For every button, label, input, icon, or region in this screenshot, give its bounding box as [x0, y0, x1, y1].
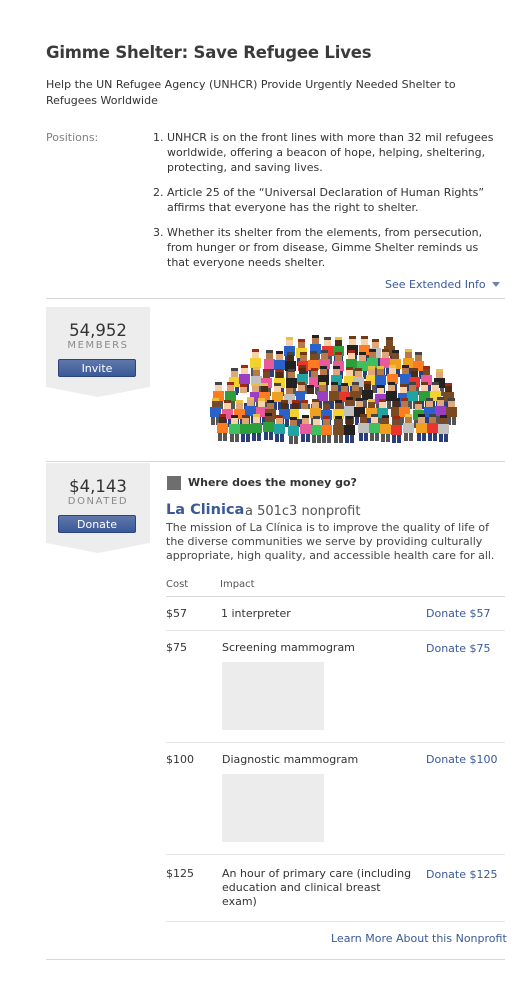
divider — [46, 461, 505, 462]
row-cost: $75 — [166, 641, 187, 654]
see-extended-info-link[interactable]: See Extended Info — [385, 278, 500, 291]
donated-label: DONATED — [67, 496, 129, 507]
page-subtitle: Help the UN Refugee Agency (UNHCR) Provi… — [46, 78, 456, 107]
row-divider — [166, 854, 505, 855]
nonprofit-type: a 501c3 nonprofit — [245, 504, 361, 519]
donate-125-link[interactable]: Donate $125 — [426, 868, 498, 881]
page-title: Gimme Shelter: Save Refugee Lives — [46, 43, 372, 62]
money-icon — [167, 476, 181, 490]
members-label: MEMBERS — [67, 340, 129, 351]
position-item: 2. Article 25 of the “Universal Declarat… — [150, 185, 500, 215]
impact-column-header: Impact — [220, 579, 255, 590]
see-extended-info-label: See Extended Info — [385, 278, 486, 291]
table-header-divider — [166, 596, 505, 597]
impact-image-placeholder — [222, 774, 324, 842]
row-impact: An hour of primary care (including educa… — [222, 867, 412, 908]
nonprofit-mission: The mission of La Clínica is to improve … — [166, 521, 495, 562]
impact-image-placeholder — [222, 662, 324, 730]
chevron-down-icon — [491, 282, 500, 287]
position-number: 3. — [153, 226, 164, 239]
row-cost: $100 — [166, 753, 194, 766]
row-divider — [166, 742, 505, 743]
position-item: 3. Whether its shelter from the elements… — [150, 225, 500, 270]
row-cost: $57 — [166, 607, 187, 620]
position-number: 2. — [153, 186, 164, 199]
row-cost: $125 — [166, 867, 194, 880]
donate-100-link[interactable]: Donate $100 — [426, 753, 498, 766]
row-impact: Diagnostic mammogram — [222, 753, 359, 766]
donate-75-link[interactable]: Donate $75 — [426, 642, 491, 655]
cost-column-header: Cost — [166, 579, 189, 590]
crowd-illustration — [210, 335, 457, 444]
donate-button[interactable]: Donate — [58, 515, 136, 533]
donated-badge-tip — [46, 543, 150, 553]
row-impact: Screening mammogram — [222, 641, 355, 654]
position-text: UNHCR is on the front lines with more th… — [167, 131, 494, 174]
money-heading: Where does the money go? — [188, 476, 357, 489]
position-number: 1. — [153, 131, 164, 144]
members-count: 54,952 — [69, 321, 127, 340]
row-divider — [166, 630, 505, 631]
divider — [46, 298, 505, 299]
divider — [46, 959, 505, 960]
members-badge-tip — [46, 387, 150, 397]
donate-57-link[interactable]: Donate $57 — [426, 607, 491, 620]
learn-more-link[interactable]: Learn More About this Nonprofit — [331, 932, 507, 945]
position-text: Article 25 of the “Universal Declaration… — [167, 186, 485, 214]
invite-button[interactable]: Invite — [58, 359, 136, 377]
row-divider — [166, 921, 505, 922]
position-text: Whether its shelter from the elements, f… — [167, 226, 483, 269]
row-impact: 1 interpreter — [221, 607, 291, 620]
positions-label: Positions: — [46, 131, 99, 144]
nonprofit-name-link[interactable]: La Clinica — [166, 502, 245, 518]
donated-amount: $4,143 — [69, 477, 127, 496]
positions-list: 1. UNHCR is on the front lines with more… — [150, 130, 500, 280]
position-item: 1. UNHCR is on the front lines with more… — [150, 130, 500, 175]
